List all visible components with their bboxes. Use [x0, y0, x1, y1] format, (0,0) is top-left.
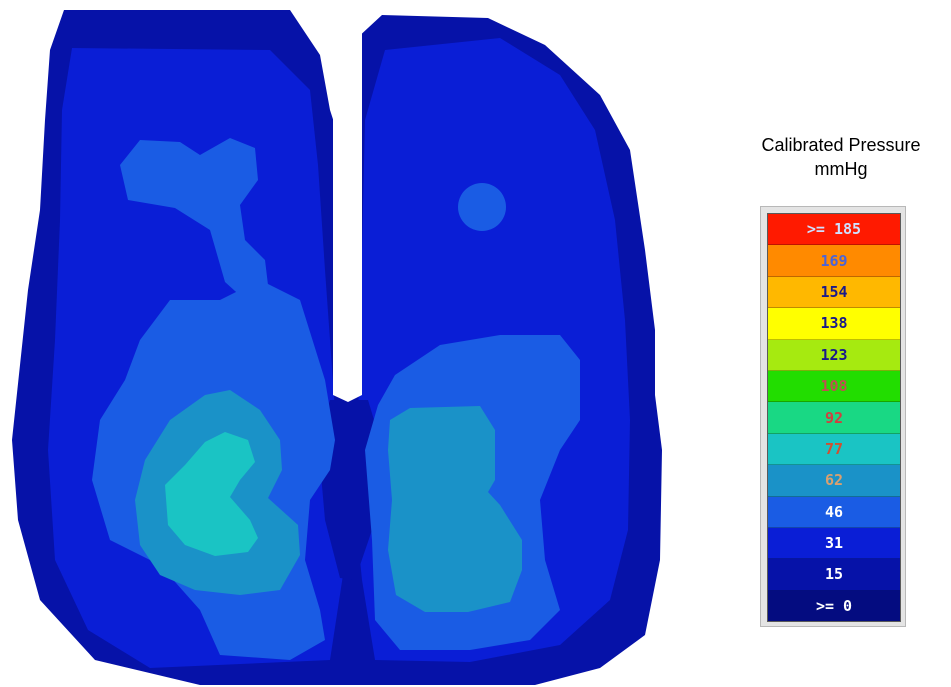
pressure-region-level-46-right-spot	[458, 183, 506, 231]
legend-swatch: 77	[768, 433, 900, 466]
pressure-map	[12, 10, 662, 685]
pressure-region-level-62-right	[388, 406, 522, 612]
legend-swatch: 138	[768, 308, 900, 340]
legend-swatch: 123	[768, 339, 900, 371]
color-scale-legend: >= 185 169 154 138 123 108 92 77 62 46 31 15 >= 0	[760, 206, 906, 627]
pressure-region-level-77	[165, 432, 258, 556]
legend-swatch: >= 0	[768, 590, 900, 622]
legend-swatch: 92	[768, 402, 900, 434]
legend-swatch: 154	[768, 276, 900, 309]
legend-unit-text: mmHg	[814, 159, 868, 179]
legend-title-text: Calibrated Pressure	[761, 135, 921, 155]
legend-swatch: 31	[768, 527, 900, 560]
legend-swatch: 62	[768, 465, 900, 497]
legend-swatch: 169	[768, 245, 900, 277]
legend-swatch: >= 185	[768, 214, 900, 246]
pressure-region-level-46-left-upper	[120, 138, 268, 300]
seat-notch	[333, 12, 362, 402]
color-scale-bar: >= 185 169 154 138 123 108 92 77 62 46 31 15 >= 0	[767, 213, 901, 622]
legend-swatch: 46	[768, 496, 900, 528]
legend-swatch: 108	[768, 370, 900, 403]
legend-title: Calibrated Pressure mmHg	[736, 133, 946, 181]
legend-swatch: 15	[768, 559, 900, 591]
